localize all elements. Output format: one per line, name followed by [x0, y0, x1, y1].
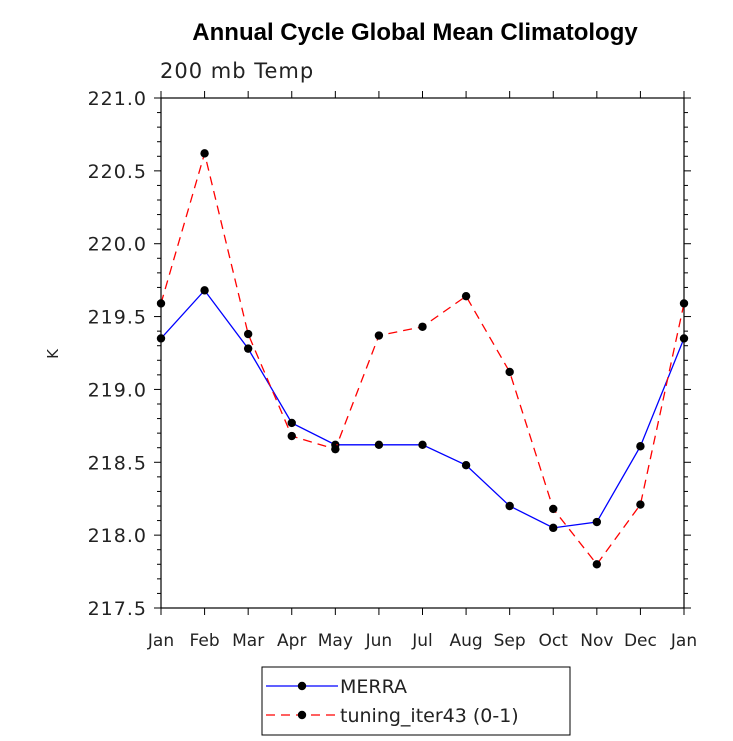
- series-2: [156, 149, 689, 569]
- chart-title: Annual Cycle Global Mean Climatology: [192, 19, 638, 46]
- data-point: [331, 444, 340, 454]
- x-tick-label: Jan: [670, 631, 697, 651]
- plot-frame: [160, 97, 685, 609]
- series-1: [156, 286, 689, 533]
- data-point: [374, 440, 384, 449]
- x-tick-label: Aug: [449, 631, 482, 651]
- y-tick-label: 219.0: [88, 379, 147, 401]
- data-point: [636, 442, 645, 451]
- data-point: [287, 431, 296, 441]
- chart-subtitle: 200 mb Temp: [160, 59, 314, 83]
- data-point: [418, 322, 427, 331]
- x-tick-label: Jun: [365, 631, 393, 651]
- x-tick-label: Sep: [494, 631, 526, 651]
- legend-label: MERRA: [340, 676, 407, 698]
- x-tick-label: Feb: [190, 631, 220, 651]
- data-point: [461, 461, 471, 470]
- data-point: [505, 501, 514, 511]
- legend-label: tuning_iter43 (0-1): [340, 705, 519, 727]
- y-tick-label: 218.5: [88, 452, 147, 474]
- data-point: [549, 523, 558, 533]
- legend-marker: [297, 710, 307, 720]
- data-point: [156, 334, 166, 343]
- data-point: [243, 344, 253, 353]
- tick-layer: [154, 91, 691, 615]
- x-tick-label: Jan: [147, 631, 174, 651]
- data-point: [418, 440, 427, 449]
- y-tick-label: 218.0: [88, 525, 147, 547]
- data-point: [243, 329, 253, 339]
- x-tick-label: Nov: [580, 631, 613, 651]
- series-line: [160, 150, 685, 566]
- y-tick-label: 217.5: [88, 598, 147, 620]
- legend-item: tuning_iter43 (0-1): [266, 705, 519, 727]
- x-tick-label: Dec: [624, 631, 657, 651]
- data-point: [679, 334, 689, 343]
- data-point: [461, 291, 471, 301]
- data-point: [374, 331, 384, 340]
- x-tick-label: Apr: [277, 631, 306, 651]
- data-point: [200, 286, 209, 295]
- x-tick-label: Jul: [411, 631, 433, 651]
- data-point: [679, 299, 689, 308]
- x-tick-label: Mar: [232, 631, 264, 651]
- legend-items: MERRA tuning_iter43 (0-1): [266, 676, 519, 727]
- y-tick-label: 220.5: [88, 161, 147, 183]
- data-point: [592, 560, 602, 569]
- y-axis-label: K: [44, 348, 62, 359]
- y-tick-label: 221.0: [88, 88, 147, 110]
- data-point: [592, 517, 602, 527]
- y-tick-label: 220.0: [88, 234, 147, 256]
- legend-item: MERRA: [266, 676, 407, 698]
- data-point: [156, 299, 166, 308]
- y-tick-label: 219.5: [88, 307, 147, 329]
- x-tick-label: May: [318, 631, 353, 651]
- legend: MERRA tuning_iter43 (0-1): [261, 666, 571, 736]
- legend-marker: [297, 681, 307, 691]
- x-tick-label: Oct: [539, 631, 569, 651]
- data-point: [549, 504, 558, 514]
- data-point: [200, 149, 209, 158]
- y-tick-labels: 217.5 218.0 218.5 219.0 219.5 220.0 220.5 221.0: [88, 88, 147, 620]
- data-point: [636, 500, 645, 509]
- legend-box: [261, 666, 571, 736]
- data-point: [505, 367, 514, 377]
- series-layer: [156, 149, 689, 569]
- data-point: [287, 418, 296, 428]
- x-tick-labels: Jan Feb Mar Apr May Jun Jul Aug Sep Oct Nov Dec Jan: [147, 631, 697, 651]
